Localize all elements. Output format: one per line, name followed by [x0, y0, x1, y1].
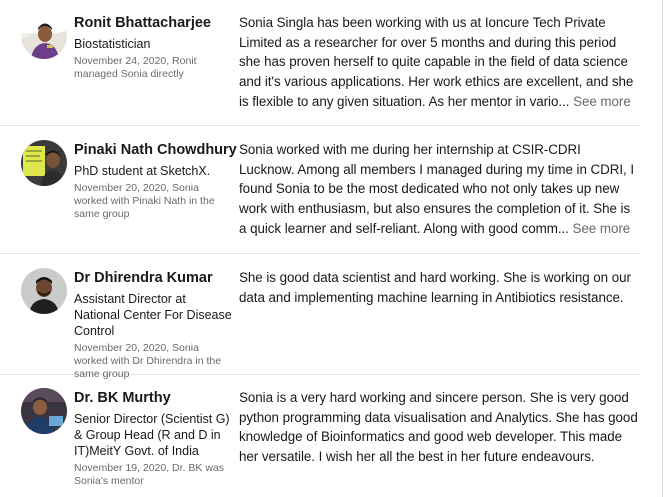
recommendation-item: Ronit Bhattacharjee Biostatistician Nove…: [0, 0, 640, 126]
recommender-name[interactable]: Dr Dhirendra Kumar: [74, 270, 213, 286]
recommender-headline: Assistant Director at National Center Fo…: [74, 292, 232, 338]
recommendation-body: Sonia Singla has been working with us at…: [239, 15, 634, 109]
recommender-name[interactable]: Ronit Bhattacharjee: [74, 15, 211, 31]
recommendation-item: Dr Dhirendra Kumar Assistant Director at…: [0, 254, 640, 380]
person-photo-icon: [21, 13, 67, 59]
see-more-link[interactable]: See more: [573, 93, 631, 109]
recommendation-body: Sonia is a very hard working and sincere…: [239, 390, 638, 465]
recommender-name[interactable]: Pinaki Nath Chowdhury: [74, 142, 237, 158]
recommendation-body: Sonia worked with me during her internsh…: [239, 142, 635, 236]
person-photo-icon: [21, 140, 67, 186]
recommender-headline: Senior Director (Scientist G) & Group He…: [74, 412, 230, 458]
see-more-link[interactable]: See more: [572, 220, 631, 236]
avatar[interactable]: [21, 268, 67, 314]
recommender-name[interactable]: Dr. BK Murthy: [74, 390, 171, 406]
avatar[interactable]: [21, 388, 67, 434]
recommendation-meta: November 20, 2020, Sonia worked with Pin…: [74, 182, 215, 220]
recommendation-meta: November 20, 2020, Sonia worked with Dr …: [74, 342, 222, 380]
avatar[interactable]: [21, 140, 67, 186]
avatar[interactable]: [21, 13, 67, 59]
recommendation-item: Pinaki Nath Chowdhury PhD student at Ske…: [0, 126, 640, 254]
recommendation-meta: November 19, 2020, Dr. BK was Sonia's me…: [74, 462, 224, 487]
recommendation-text: Sonia is a very hard working and sincere…: [239, 388, 639, 467]
recommender-headline: PhD student at SketchX.: [74, 164, 211, 178]
recommender-headline: Biostatistician: [74, 37, 151, 51]
recommendation-body: She is good data scientist and hard work…: [239, 270, 631, 305]
recommendation-meta: November 24, 2020, Ronit managed Sonia d…: [74, 55, 197, 80]
recommendation-text: She is good data scientist and hard work…: [239, 268, 639, 307]
recommendation-text: Sonia worked with me during her internsh…: [239, 140, 639, 239]
person-photo-icon: [21, 388, 67, 434]
recommendation-item: Dr. BK Murthy Senior Director (Scientist…: [0, 375, 640, 497]
recommendation-text: Sonia Singla has been working with us at…: [239, 13, 639, 112]
person-photo-icon: [21, 268, 67, 314]
